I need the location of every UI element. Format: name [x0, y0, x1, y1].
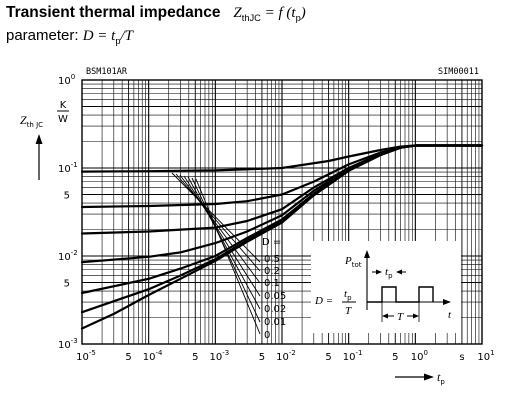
legend-entry-D-0.01: 0.01 [264, 317, 286, 328]
tp-arrow-right [396, 269, 402, 275]
inset-time-label: t [448, 309, 452, 321]
legend-entry-D-0.1: 0.1 [264, 278, 280, 289]
inset-eq-lhs: D = [314, 295, 333, 307]
tp-arrow-left [376, 269, 382, 275]
y-unit-denominator: W [58, 114, 68, 125]
x-tick-label: 10-1 [343, 349, 363, 363]
inset-time-arrowhead [443, 299, 451, 305]
x-axis-label: tp [395, 370, 445, 386]
chart-subtitle: parameter: D = tp/T [6, 27, 133, 46]
inset-pulse-label: tp [385, 266, 393, 280]
y-axis-label: Zth JC [20, 113, 43, 180]
y-tick-label: 10-3 [58, 337, 78, 351]
y-axis-unit: K W [57, 100, 69, 125]
x-tick-label: s [459, 352, 464, 363]
x-tick-label: 101 [477, 349, 494, 363]
y-unit-numerator: K [60, 100, 67, 111]
legend-entry-D-0.05: 0.05 [264, 291, 286, 302]
y-tick-label: 10-1 [58, 161, 78, 175]
inset-eq-numerator: tp [344, 288, 352, 302]
x-tick-label: 5 [392, 352, 398, 363]
y-tick-label: 100 [58, 73, 75, 87]
y-tick-label: 5 [64, 190, 70, 201]
y-tick-label: 5 [64, 278, 70, 289]
y-axis-arrowhead [35, 134, 43, 144]
legend-entry-D-0.02: 0.02 [264, 304, 286, 315]
duty-cycle-legend: D = 0.50.20.1 0.05 0.02 0.01 0 [262, 237, 286, 341]
plot-frame [81, 79, 483, 345]
y-axis-symbol: Zth JC [20, 113, 43, 129]
duty-guide-lines [171, 172, 261, 335]
x-axis-symbol: tp [437, 370, 445, 386]
inset-period-label: T [397, 311, 404, 323]
inset-y-arrowhead [364, 250, 370, 258]
duty-guide-line [171, 172, 261, 263]
period-arrow-right [413, 313, 419, 319]
x-tick-label: 10-5 [76, 349, 96, 363]
param-formula: D = tp/T [82, 28, 134, 46]
x-tick-label: 5 [325, 352, 331, 363]
duty-guide-line [179, 174, 261, 284]
duty-guide-line [175, 173, 261, 272]
x-tick-label: 5 [259, 352, 265, 363]
pulse-diagram-inset: Ptot tp T t D = tp T [311, 241, 461, 333]
inset-eq-denominator: T [345, 305, 352, 317]
inset-power-label: Ptot [344, 255, 362, 269]
legend-entry-D-0.5: 0.5 [264, 254, 280, 265]
x-tick-label: 100 [411, 349, 428, 363]
tp-label-bg [383, 264, 395, 278]
legend-entries: 0.50.20.1 0.05 0.02 0.01 0 [264, 254, 286, 341]
x-tick-label: 10-4 [143, 349, 163, 363]
duty-guide-line [183, 175, 261, 297]
x-tick-labels: 10-5 5 10-4 5 10-3 5 10-2 5 10-1 5 100 s 101 [76, 349, 494, 363]
x-tick-label: 10-2 [276, 349, 296, 363]
series-line-D-0 [80, 144, 484, 330]
period-arrow-left [382, 313, 388, 319]
device-label: BSM101AR [86, 67, 128, 77]
duty-guide-line [187, 176, 261, 310]
legend-title: D = [262, 237, 281, 248]
y-tick-labels: 100 10-1 5 10-2 5 10-3 [58, 73, 78, 351]
x-axis-arrowhead [424, 373, 434, 381]
param-label: parameter: [6, 27, 79, 44]
chart-title: Transient thermal impedance ZthJC = f (t… [6, 4, 306, 23]
figure-id: SIM00011 [438, 67, 479, 77]
x-tick-label: 10-3 [209, 349, 229, 363]
y-tick-label: 10-2 [58, 249, 78, 263]
x-tick-label: 5 [125, 352, 131, 363]
legend-entry-D-0: 0 [264, 330, 270, 341]
title-text: Transient thermal impedance [6, 4, 221, 21]
title-formula: ZthJC = f (tp) [233, 5, 306, 23]
legend-entry-D-0.2: 0.2 [264, 266, 280, 277]
series-group [80, 144, 484, 330]
x-tick-label: 5 [192, 352, 198, 363]
